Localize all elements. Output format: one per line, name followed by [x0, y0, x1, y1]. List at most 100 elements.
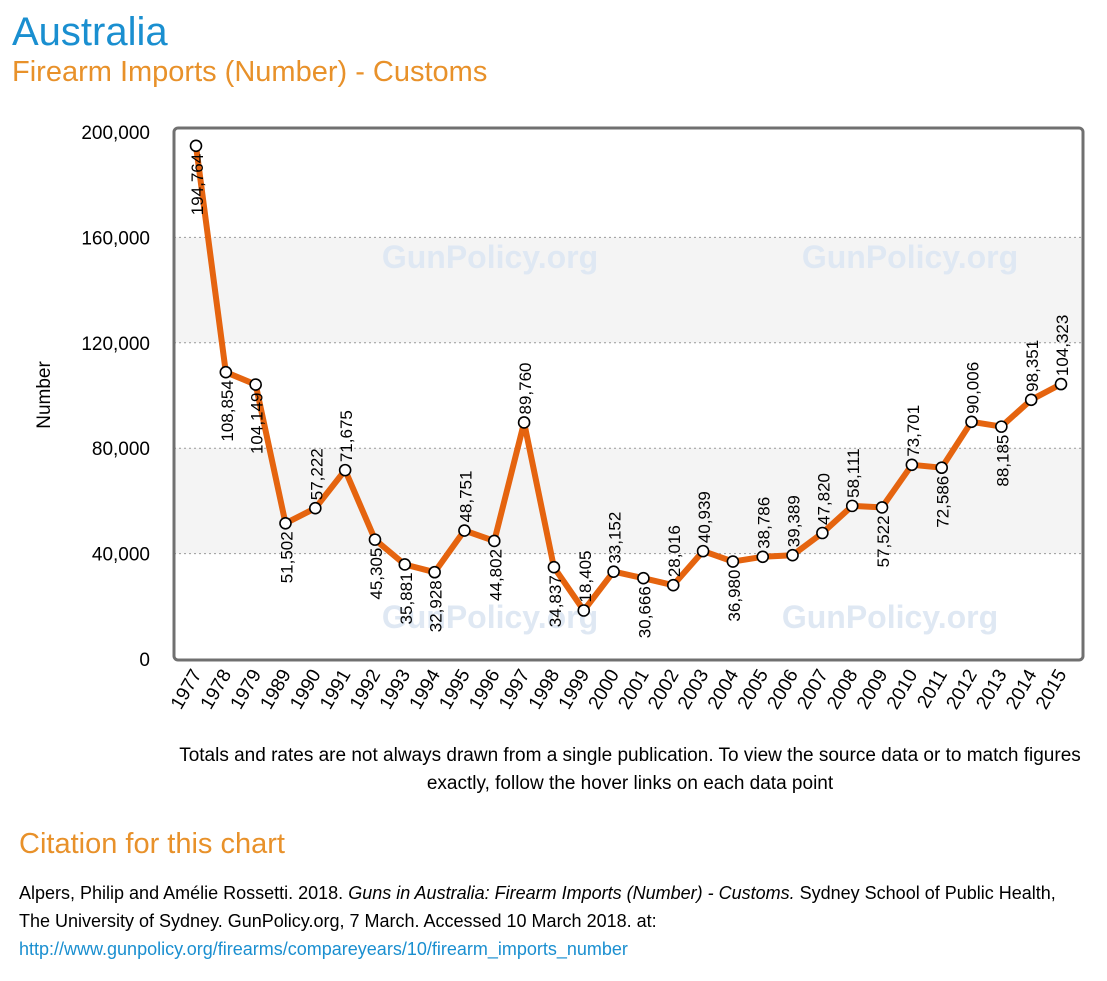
watermark-text: GunPolicy.org	[382, 599, 598, 635]
x-tick-label: 1995	[435, 666, 474, 713]
citation-work-title: Guns in Australia: Firearm Imports (Numb…	[348, 883, 795, 903]
data-label: 30,666	[635, 586, 654, 638]
x-tick-label: 1997	[495, 666, 534, 713]
x-tick-label: 2015	[1032, 666, 1071, 713]
data-label: 57,522	[874, 515, 893, 567]
y-tick-label: 40,000	[92, 545, 150, 566]
x-tick-label: 2000	[585, 666, 624, 713]
y-axis-label: Number	[34, 361, 55, 429]
data-point	[607, 565, 620, 578]
data-label: 73,701	[904, 405, 923, 457]
data-point	[547, 560, 561, 574]
data-label: 58,111	[844, 448, 863, 497]
x-tick-label: 2003	[674, 666, 713, 713]
y-tick-label: 80,000	[92, 439, 150, 460]
data-label: 48,751	[456, 471, 475, 523]
x-tick-label: 2001	[614, 666, 653, 713]
data-point	[995, 420, 1008, 433]
data-label: 35,881	[397, 572, 416, 624]
data-label: 98,351	[1023, 340, 1042, 392]
data-point	[666, 578, 680, 592]
data-point	[338, 463, 352, 477]
data-labels: 194,764 108,854 104,149 51,502 57,222 71,675 4…	[188, 154, 1072, 638]
data-point	[845, 499, 859, 513]
x-tick-label: 1979	[227, 666, 266, 713]
data-label: 18,405	[576, 551, 595, 603]
data-point	[1024, 393, 1038, 407]
data-label: 39,389	[785, 495, 804, 547]
y-tick-label: 0	[139, 650, 150, 671]
data-label: 47,820	[814, 473, 833, 525]
x-tick-label: 1993	[376, 666, 415, 713]
data-label: 194,764	[188, 154, 207, 215]
band	[174, 237, 1083, 343]
plot-frame	[172, 126, 1085, 662]
data-label: 108,854	[218, 380, 237, 441]
x-tick-label: 1991	[316, 666, 355, 713]
data-label: 45,305	[367, 548, 386, 600]
x-tick-label: 2013	[972, 666, 1011, 713]
data-point	[249, 378, 262, 391]
x-tick-label: 1996	[465, 666, 504, 713]
data-label: 44,802	[486, 549, 505, 601]
data-point	[577, 604, 591, 617]
x-tick-label: 1989	[256, 666, 295, 713]
data-label: 33,152	[606, 512, 625, 564]
line-chart: GunPolicy.org GunPolicy.org GunPolicy.org G…	[34, 123, 1085, 713]
data-label: 71,675	[337, 410, 356, 462]
data-label: 34,837	[546, 575, 565, 627]
x-tick-label: 1990	[286, 666, 325, 713]
data-point	[487, 534, 501, 548]
data-point	[517, 416, 531, 429]
watermark-text: GunPolicy.org	[782, 599, 998, 635]
citation-link[interactable]: http://www.gunpolicy.org/firearms/compar…	[19, 939, 628, 959]
watermarks: GunPolicy.org GunPolicy.org GunPolicy.org G…	[382, 239, 1018, 635]
data-label: 72,586	[934, 476, 953, 528]
x-tick-label: 2006	[764, 666, 803, 713]
data-point	[279, 516, 292, 530]
data-point	[726, 555, 740, 568]
x-tick-label: 1999	[555, 666, 594, 713]
data-point	[1054, 377, 1068, 391]
x-tick-label: 1977	[167, 666, 206, 713]
data-label: 40,939	[695, 491, 714, 543]
data-label: 28,016	[665, 525, 684, 577]
data-point	[309, 501, 322, 515]
data-point	[965, 415, 978, 429]
data-label: 57,222	[307, 448, 326, 500]
data-point	[816, 526, 829, 540]
data-label: 36,980	[725, 570, 744, 622]
x-tick-label: 1998	[525, 666, 564, 713]
data-points	[189, 139, 1068, 617]
x-tick-label: 2002	[644, 666, 683, 713]
citation-rest: Sydney School of Public Health, The Univ…	[19, 883, 1056, 931]
watermark-text: GunPolicy.org	[382, 239, 598, 275]
data-point	[189, 139, 203, 153]
y-tick-label: 200,000	[81, 123, 150, 144]
data-point	[398, 558, 412, 571]
x-tick-label: 2010	[883, 666, 922, 713]
chart-bands	[174, 237, 1083, 554]
data-point	[935, 461, 948, 475]
gridlines	[174, 236, 1083, 555]
data-label: 89,760	[516, 362, 535, 414]
data-label: 88,185	[993, 435, 1012, 487]
x-tick-label: 2004	[704, 666, 744, 713]
data-label: 90,006	[964, 362, 983, 414]
chart-subtitle: Firearm Imports (Number) - Customs	[12, 56, 488, 88]
data-label: 104,323	[1053, 315, 1072, 376]
x-tick-label: 2014	[1002, 666, 1042, 713]
x-axis-ticks: 1977197819791989199019911992199319941995…	[167, 666, 1071, 713]
data-point	[786, 548, 799, 562]
data-label: 38,786	[755, 497, 774, 549]
data-point	[875, 501, 889, 514]
data-point	[637, 571, 650, 585]
x-tick-label: 1992	[346, 666, 385, 713]
data-point	[696, 544, 710, 558]
data-point	[428, 565, 441, 579]
data-point	[905, 458, 919, 472]
y-tick-label: 160,000	[81, 228, 150, 249]
country-title: Australia	[12, 10, 168, 54]
x-tick-label: 2007	[793, 666, 832, 713]
x-tick-label: 2008	[823, 666, 862, 713]
